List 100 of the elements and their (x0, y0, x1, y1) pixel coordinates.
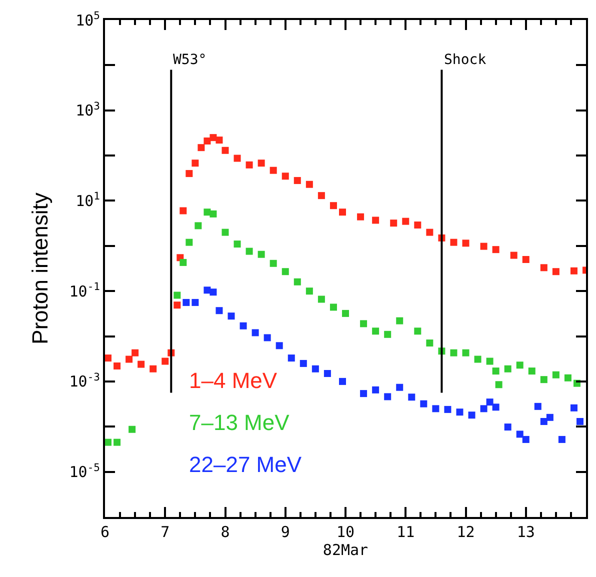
point (186, 238, 193, 246)
point (402, 218, 410, 225)
point (132, 349, 139, 356)
y-tick-label: 10$^{-5}$ (69, 462, 100, 482)
point (222, 146, 229, 154)
point (384, 393, 392, 400)
point (174, 302, 181, 309)
point (276, 342, 283, 350)
x-tick-label: 8 (220, 523, 230, 541)
x-tick-label: 11 (396, 523, 415, 541)
point (338, 378, 346, 385)
point (194, 222, 202, 230)
point (270, 260, 277, 267)
x-tick-label: 10 (336, 523, 355, 541)
point (330, 202, 337, 210)
point (128, 426, 136, 433)
x-tick-label: 6 (100, 523, 110, 541)
point (234, 154, 241, 162)
point (294, 278, 301, 286)
point (210, 210, 217, 218)
point (198, 144, 205, 152)
point (288, 354, 295, 362)
point (564, 374, 572, 382)
point (330, 304, 337, 311)
point (546, 414, 554, 421)
point (450, 349, 458, 356)
y-tick-label: 10$^{1}$ (76, 190, 100, 210)
point (324, 370, 331, 377)
y-tick-label: 10$^{-1}$ (69, 281, 100, 300)
point (294, 177, 301, 184)
x-axis-title: 82Mar (322, 541, 368, 559)
point (570, 404, 578, 412)
point (162, 358, 169, 365)
point (552, 268, 560, 276)
point (504, 424, 512, 431)
point (516, 362, 524, 369)
point (372, 216, 380, 224)
point (258, 250, 265, 258)
point (282, 268, 289, 276)
point (216, 136, 223, 144)
point (360, 390, 368, 398)
point (432, 405, 440, 412)
point (522, 256, 530, 264)
point (192, 298, 199, 306)
point (306, 180, 313, 188)
point (486, 358, 494, 365)
y-tick-label: 10$^{-3}$ (69, 371, 100, 391)
ref-line-label: W53° (173, 52, 207, 68)
point (540, 264, 548, 272)
point (210, 134, 217, 142)
point (456, 408, 464, 416)
point (462, 240, 470, 247)
point (426, 228, 434, 236)
y-tick-label: 10$^{5}$ (76, 10, 100, 30)
point (486, 398, 494, 406)
point (270, 166, 277, 174)
point (342, 310, 349, 317)
point (504, 365, 512, 372)
point (468, 412, 476, 419)
point (216, 307, 223, 314)
point (528, 368, 536, 375)
point (414, 222, 422, 229)
y-axis-title: Proton intensity (28, 192, 53, 344)
point (105, 354, 112, 362)
point (186, 170, 193, 178)
point (150, 365, 157, 372)
series-label: 1–4 MeV (189, 368, 278, 393)
point (495, 381, 502, 388)
point (372, 386, 380, 394)
point (105, 438, 112, 446)
point (282, 172, 289, 180)
point (306, 288, 313, 295)
point (246, 248, 253, 255)
point (114, 362, 121, 370)
x-tick-label: 7 (160, 523, 170, 541)
point (522, 436, 530, 443)
x-tick-label: 13 (516, 523, 535, 541)
point (396, 384, 404, 391)
point (552, 371, 560, 378)
point (516, 430, 524, 438)
point (228, 312, 235, 320)
point (258, 160, 265, 167)
point (180, 207, 187, 214)
point (474, 356, 482, 363)
point (420, 400, 428, 408)
point (426, 339, 434, 346)
point (444, 406, 452, 413)
point (246, 161, 253, 168)
point (492, 404, 500, 411)
point (540, 418, 548, 425)
point (312, 365, 319, 372)
x-tick-label: 9 (280, 523, 290, 541)
point (300, 360, 307, 367)
text: 7–13 MeV (189, 410, 290, 435)
point (462, 349, 470, 356)
point (480, 242, 488, 250)
point (414, 328, 422, 335)
point (240, 322, 247, 330)
point (558, 436, 566, 443)
point (510, 252, 518, 259)
